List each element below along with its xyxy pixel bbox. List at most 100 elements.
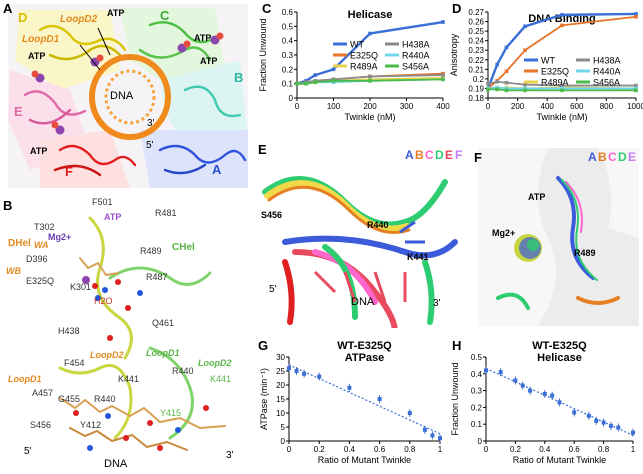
chart-d-legend-label-s456a: S456A — [593, 78, 620, 88]
chart-d-point-wt — [504, 45, 509, 50]
chart-g-y-tick-label: 5 — [281, 423, 286, 432]
chart-d-point-h438a — [523, 82, 527, 87]
chart-c-legend-label-wt: WT — [350, 40, 364, 50]
subunit-label-b: B — [234, 70, 244, 85]
chart-g-data-point — [347, 385, 352, 390]
walker-b-label: WB — [6, 266, 21, 276]
chart-h-y-tick-label: 0.3 — [471, 387, 483, 396]
residue-r440-1: R440 — [172, 366, 194, 376]
mg-label-b: Mg2+ — [48, 232, 72, 242]
chart-d-point-r440a — [560, 86, 564, 91]
chart-g-data-point — [317, 374, 322, 379]
chart-d-y-tick-label: 0.2 — [473, 75, 485, 84]
chart-d-y-tick-label: 0.18 — [468, 94, 484, 103]
panel-e-illustration — [262, 176, 458, 328]
chart-h-title: WT-E325Q — [532, 340, 587, 352]
chart-c-point-wt — [368, 31, 372, 36]
residue-r440-2: R440 — [94, 394, 116, 404]
chart-g-x-tick-label: 0.8 — [404, 445, 416, 454]
chart-c-legend-label-r440a: R440A — [402, 51, 430, 61]
subunit-label-f: F — [65, 164, 73, 179]
loop-d1-label-b1: LoopD1 — [146, 348, 180, 358]
panel-f-illustration — [478, 148, 639, 326]
chart-d-series-line-wt — [486, 12, 637, 89]
residue-r489-f: R489 — [574, 248, 596, 258]
legend-e-a: A — [405, 148, 414, 162]
chart-h-data-point — [513, 378, 518, 383]
chart-c-legend-label-h438a: H438A — [402, 40, 430, 50]
chart-g-trendline — [288, 364, 441, 435]
panel-a-structure: D C E B F A LoopD2 LoopD1 ATP ATP ATP AT… — [0, 0, 255, 190]
chart-d-point-e325q — [504, 69, 509, 74]
chart-d-legend-label-h438a: H438A — [593, 56, 621, 66]
chart-d-x-tick-label: 1000 — [627, 102, 643, 111]
residue-g455: G455 — [58, 394, 81, 404]
chart-c-title: Helicase — [348, 9, 393, 21]
legend-e-b: B — [415, 148, 424, 162]
legend-f-b: B — [598, 150, 607, 164]
chart-h-data-point — [586, 413, 591, 418]
chart-g-data-point — [294, 369, 299, 373]
chart-d-point-r440a — [504, 86, 509, 91]
chart-d-legend-label-r440a: R440A — [593, 67, 621, 77]
residue-r489: R489 — [140, 246, 162, 256]
residue-t302: T302 — [34, 222, 55, 232]
chart-h-y-label: Fraction Unwound — [450, 362, 460, 435]
chart-d-point-wt — [523, 24, 527, 29]
chart-g-y-tick-label: 15 — [276, 395, 285, 404]
chart-g-x-tick-label: 0.2 — [314, 445, 326, 454]
legend-e-d: D — [435, 148, 444, 162]
chart-h-data-point — [550, 393, 555, 398]
panel-label-f: F — [474, 150, 482, 165]
chart-g-y-label: ATPase (min⁻¹) — [259, 368, 269, 430]
chart-c-point-wt — [331, 67, 336, 72]
chart-h-data-point — [498, 370, 503, 375]
chart-c-legend-label-s456a: S456A — [402, 62, 429, 72]
domain-dhel-label: DHel — [8, 238, 31, 249]
dna-end-3prime-e: 3' — [433, 298, 441, 309]
chart-d-y-tick-label: 0.21 — [468, 65, 484, 74]
chart-c-x-tick-label: 0 — [295, 102, 300, 111]
residue-s456-e: S456 — [261, 210, 283, 220]
chart-h-x-tick-label: 0.6 — [569, 445, 581, 454]
chart-d-point-s456a — [486, 87, 490, 92]
chart-d-y-tick-label: 0.24 — [468, 37, 484, 46]
chart-d-y-tick-label: 0.23 — [468, 46, 484, 55]
chart-d-point-h438a — [486, 81, 490, 86]
residue-s456: S456 — [30, 420, 52, 430]
subunit-label-e: E — [14, 104, 23, 119]
legend-e-c: C — [425, 148, 434, 162]
chart-d-y-tick-label: 0.19 — [468, 84, 484, 93]
chart-d-point-r440a — [523, 86, 527, 91]
chart-c-point-h438a — [368, 74, 372, 79]
chart-h-x-label: Ratio of Mutant Twinkle — [513, 455, 606, 465]
loop-d2-label-b1: LoopD2 — [90, 350, 124, 360]
dna-end-5prime-b: 5' — [24, 446, 32, 457]
panel-b-structure: F501 R481 ATP Mg2+ D396 R489 T302 K301 E… — [0, 198, 255, 474]
loop-d2-label: LoopD2 — [60, 14, 98, 25]
chart-c-legend-label-r489a: R489A — [350, 62, 378, 72]
panel-f-structure: A B C D E ATP Mg2+ R489 — [478, 148, 639, 326]
panel-label-c: C — [262, 1, 272, 16]
legend-e-f: F — [455, 148, 463, 162]
chart-c-point-s456a — [441, 77, 445, 82]
chart-d-point-h438a — [504, 80, 509, 85]
chart-g-subtitle: ATPase — [345, 352, 385, 364]
chart-c-y-tick-label: 0.5 — [282, 22, 294, 31]
dna-label-b: DNA — [104, 458, 128, 470]
legend-e-e: E — [445, 148, 454, 162]
chart-h-y-tick-label: 0.5 — [471, 353, 483, 362]
chart-c-x-label: Twinkle (nM) — [344, 112, 395, 122]
chart-d-point-h438a — [634, 83, 638, 88]
chart-d-legend-label-wt: WT — [541, 56, 555, 66]
chart-d-point-wt — [495, 62, 499, 67]
chart-c-point-wt — [441, 20, 445, 24]
water-label: H2O — [94, 296, 113, 306]
chart-c-point-s456a — [295, 81, 299, 86]
chart-d-y-tick-label: 0.25 — [468, 27, 484, 36]
chart-g-x-tick-label: 1 — [438, 445, 443, 454]
chart-g-x-tick-label: 0 — [287, 445, 292, 454]
